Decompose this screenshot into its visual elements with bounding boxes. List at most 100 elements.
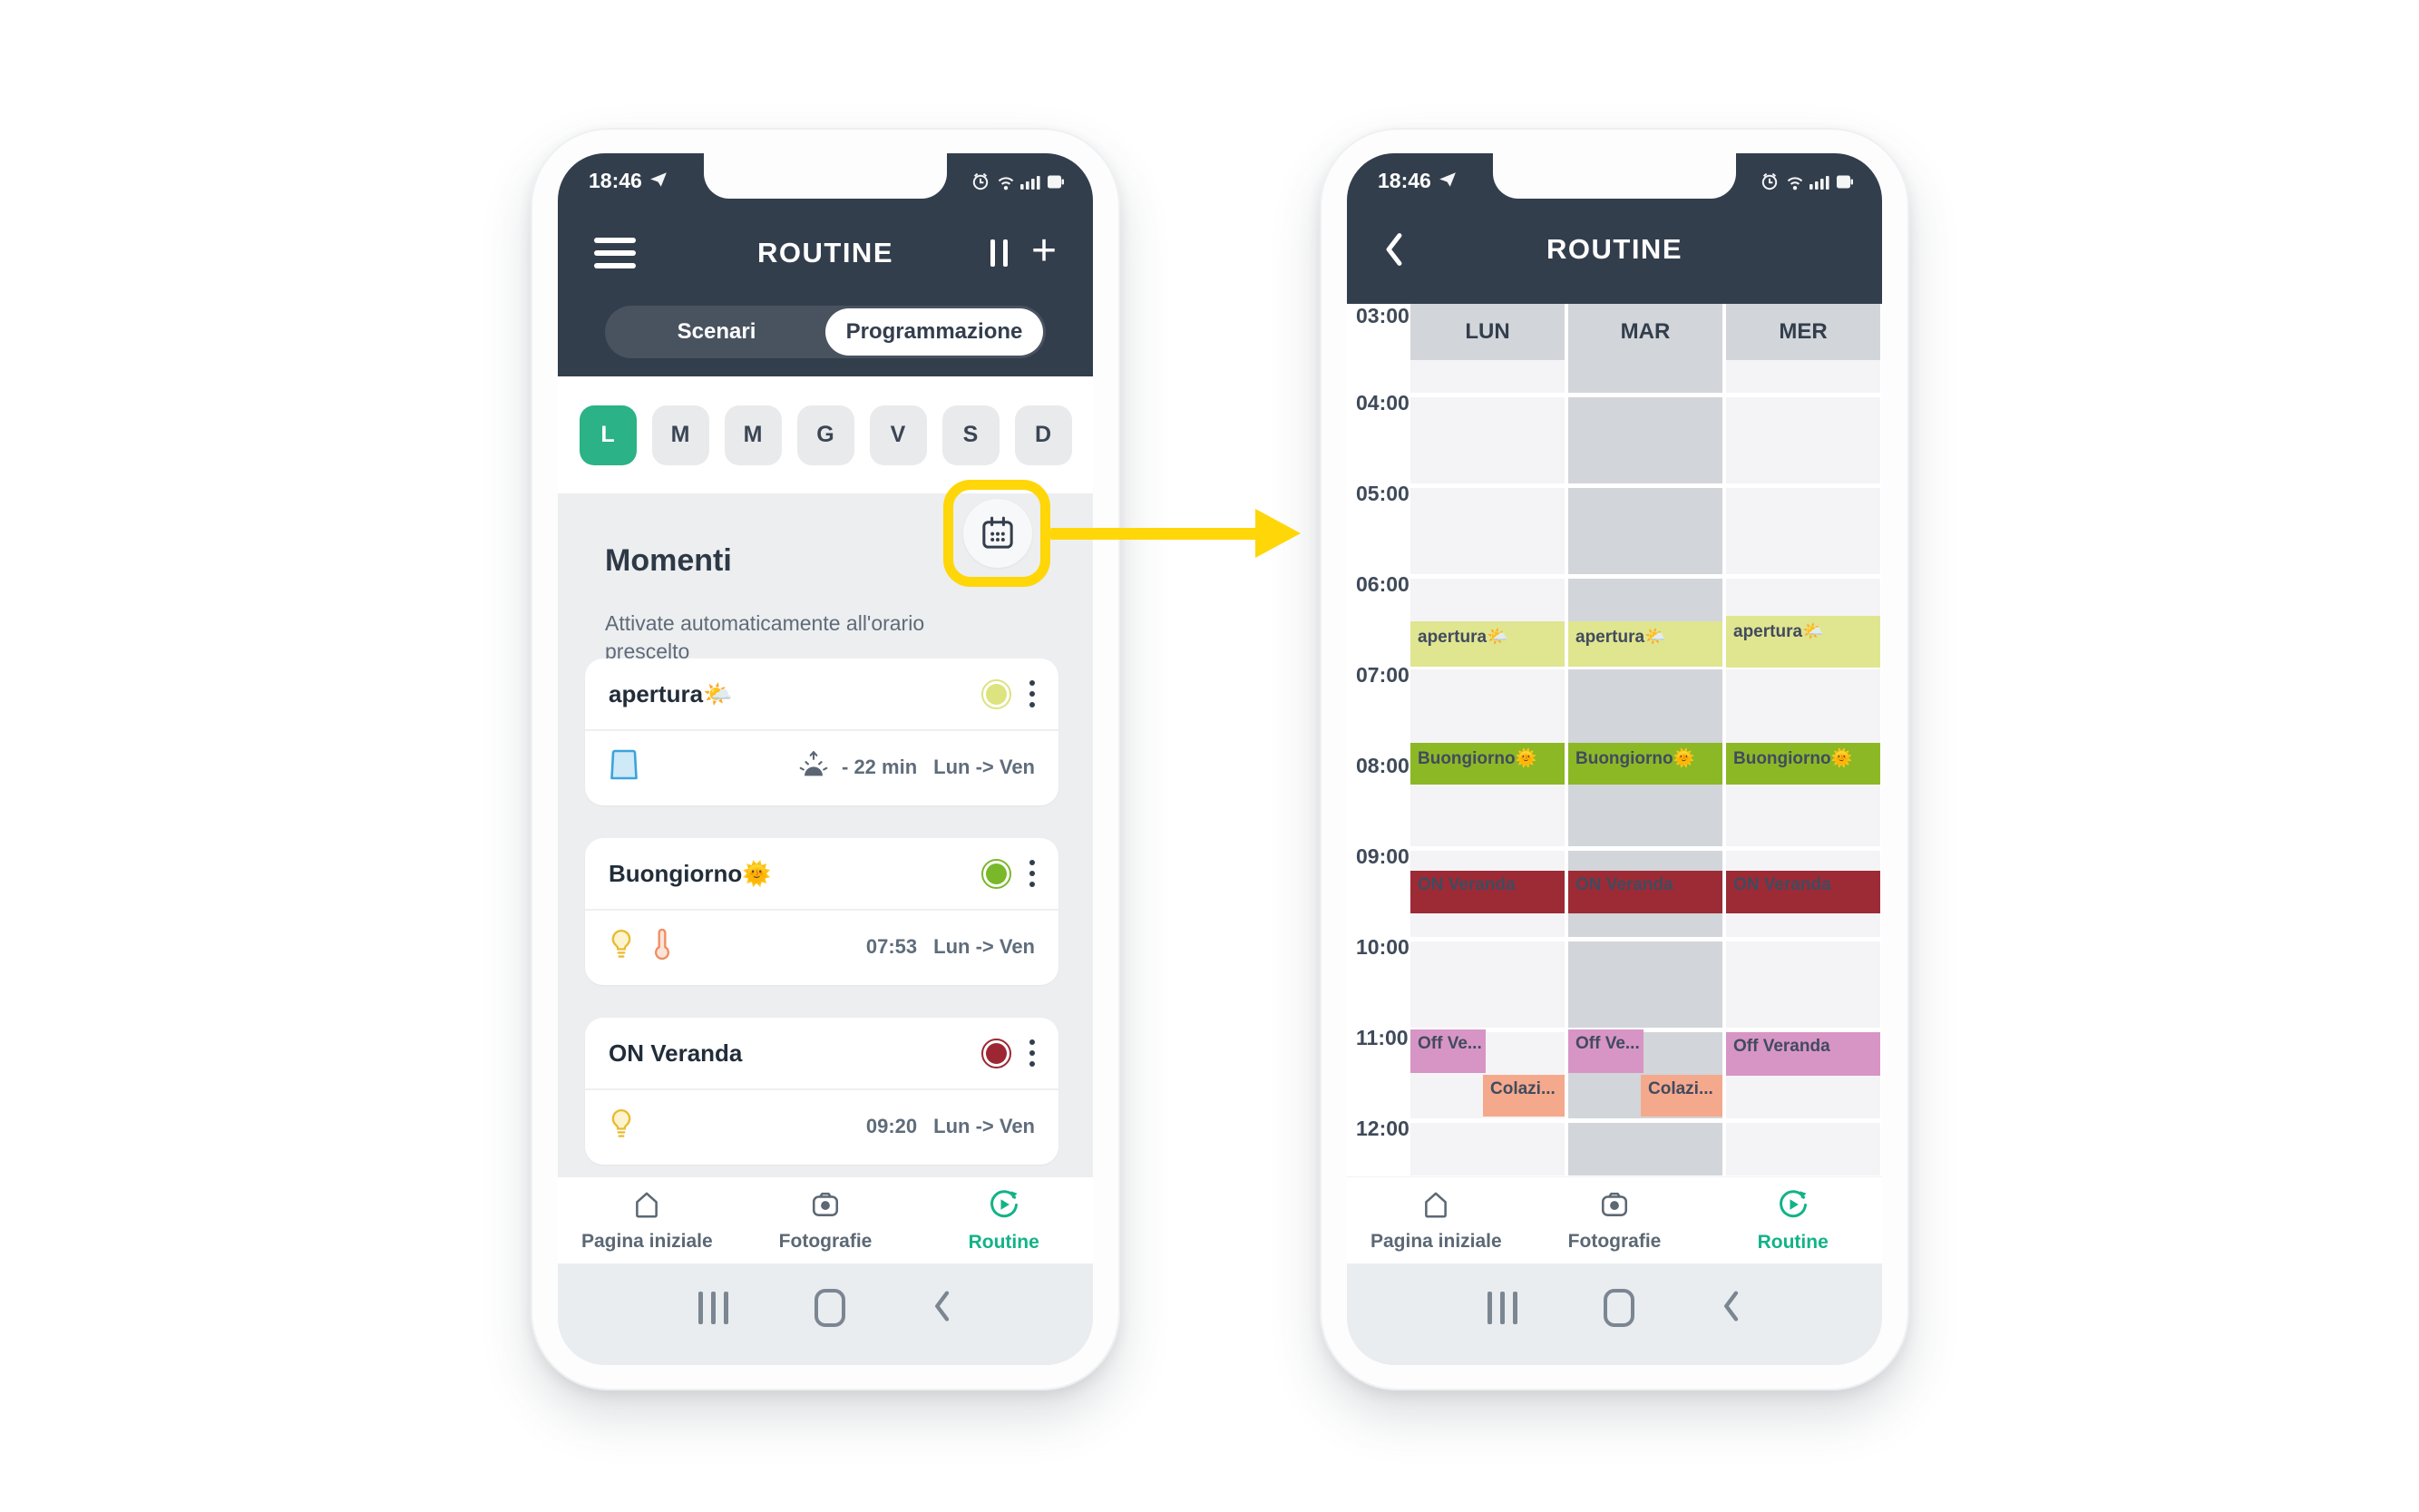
nav-item-routine[interactable]: Routine	[1703, 1188, 1882, 1253]
android-gesture-bar	[558, 1263, 1093, 1365]
day-chip-5[interactable]: S	[941, 405, 1000, 465]
tab-programmazione[interactable]: Programmazione	[825, 308, 1043, 356]
more-menu-icon[interactable]	[1029, 1039, 1035, 1067]
routine-card[interactable]: ON Veranda 09:20 Lun -> Ven	[585, 1018, 1058, 1165]
nav-item-camera[interactable]: Fotografie	[736, 1189, 915, 1253]
sunrise-icon	[796, 749, 831, 785]
hour-label: 08:00	[1356, 754, 1409, 777]
week-calendar: 03:00 04:00 05:00 06:00 07:00 08:00 09:00 10:00…	[1347, 304, 1882, 1175]
calendar-event[interactable]: apertura🌤️	[1726, 616, 1880, 668]
calendar-view-button[interactable]	[963, 499, 1032, 568]
hour-gridline	[1410, 574, 1880, 579]
routine-card[interactable]: apertura🌤️ - 22 min Lun -> Ven	[585, 658, 1058, 805]
column-header-lun: LUN	[1410, 304, 1565, 360]
column-header-mar: MAR	[1568, 304, 1722, 360]
menu-icon[interactable]	[594, 238, 636, 268]
hour-label: 06:00	[1356, 572, 1409, 596]
status-toggle[interactable]	[981, 1038, 1011, 1068]
highlight-arrow-line	[1050, 528, 1257, 540]
home-gesture-icon[interactable]	[1603, 1289, 1634, 1327]
calendar-event[interactable]: ON Veranda	[1726, 871, 1880, 913]
hour-gridline	[1410, 393, 1880, 397]
hour-label: 11:00	[1356, 1026, 1409, 1049]
calendar-event[interactable]: Buongiorno🌞	[1726, 743, 1880, 785]
routine-name: Buongiorno🌞	[609, 859, 772, 887]
left-header-block: 18:46	[558, 153, 1093, 376]
day-chip-4[interactable]: V	[869, 405, 927, 465]
right-header-block: 18:46	[1347, 153, 1882, 304]
calendar-event[interactable]: Colazi...	[1641, 1075, 1722, 1117]
routine-icon	[988, 1188, 1020, 1225]
clock-text: 18:46	[1378, 168, 1431, 192]
window-icon	[609, 747, 639, 788]
hour-label: 07:00	[1356, 663, 1409, 687]
calendar-event[interactable]: apertura🌤️	[1568, 621, 1722, 667]
nav-label: Pagina iniziale	[580, 1230, 713, 1252]
section-title: Momenti	[605, 543, 732, 578]
calendar-event[interactable]: Buongiorno🌞	[1410, 743, 1565, 785]
day-chip-2[interactable]: M	[724, 405, 782, 465]
nav-item-home[interactable]: Pagina iniziale	[558, 1189, 736, 1253]
routine-card-header: Buongiorno🌞	[585, 838, 1058, 911]
schedule-days: Lun -> Ven	[933, 756, 1035, 778]
pause-icon[interactable]	[990, 239, 1008, 267]
status-system-icons	[1761, 169, 1855, 192]
routine-card-header: ON Veranda	[585, 1018, 1058, 1090]
schedule-time: 09:20	[865, 1115, 918, 1137]
status-time: 18:46	[1378, 169, 1457, 193]
bottom-nav: Pagina iniziale Fotografie Routine	[558, 1177, 1093, 1263]
routine-card-header: apertura🌤️	[585, 658, 1058, 731]
highlight-box	[943, 480, 1050, 587]
calendar-event[interactable]: Buongiorno🌞	[1568, 743, 1722, 785]
back-icon[interactable]	[1383, 232, 1405, 267]
calendar-event[interactable]: ON Veranda	[1410, 871, 1565, 913]
schedule-days: Lun -> Ven	[933, 1115, 1035, 1137]
hour-gridline	[1410, 1028, 1880, 1032]
add-icon[interactable]: +	[1030, 227, 1057, 275]
back-gesture-icon[interactable]	[931, 1288, 952, 1329]
hour-gridline	[1410, 1118, 1880, 1123]
status-toggle[interactable]	[981, 858, 1011, 889]
nav-item-camera[interactable]: Fotografie	[1526, 1189, 1704, 1253]
hour-gridline	[1410, 665, 1880, 669]
calendar-event[interactable]: apertura🌤️	[1410, 621, 1565, 667]
status-system-icons	[971, 169, 1066, 192]
routine-card[interactable]: Buongiorno🌞 07:53 Lun -> Ven	[585, 838, 1058, 985]
nav-item-home[interactable]: Pagina iniziale	[1347, 1189, 1526, 1253]
recents-icon[interactable]	[1487, 1292, 1517, 1324]
send-icon	[1439, 169, 1457, 193]
segmented-tabs: Scenari Programmazione	[605, 306, 1046, 358]
nav-item-routine[interactable]: Routine	[914, 1188, 1093, 1253]
calendar-event[interactable]: Off Veranda	[1726, 1032, 1880, 1076]
day-chip-0[interactable]: L	[579, 405, 637, 465]
more-menu-icon[interactable]	[1029, 680, 1035, 707]
day-chip-6[interactable]: D	[1014, 405, 1072, 465]
routine-controls	[981, 1038, 1035, 1068]
back-gesture-icon[interactable]	[1720, 1288, 1741, 1329]
phone-left-screen: 18:46	[558, 153, 1093, 1365]
home-icon	[1420, 1189, 1451, 1224]
nav-label: Fotografie	[778, 1230, 873, 1252]
home-icon	[631, 1189, 662, 1224]
calendar-event[interactable]: ON Veranda	[1568, 871, 1722, 913]
routine-card-detail: - 22 min Lun -> Ven	[585, 731, 1058, 804]
more-menu-icon[interactable]	[1029, 860, 1035, 887]
calendar-event[interactable]: Colazi...	[1483, 1075, 1565, 1117]
calendar-event[interactable]: Off Ve...	[1568, 1029, 1644, 1073]
calendar-event[interactable]: Off Ve...	[1410, 1029, 1486, 1073]
home-gesture-icon[interactable]	[814, 1289, 845, 1327]
schedule-info: 07:53 Lun -> Ven	[866, 935, 1035, 959]
nav-label: Pagina iniziale	[1370, 1230, 1502, 1252]
status-toggle[interactable]	[981, 678, 1011, 709]
schedule-time: - 22 min	[842, 756, 918, 778]
recents-icon[interactable]	[697, 1292, 728, 1324]
day-chip-3[interactable]: G	[796, 405, 854, 465]
tab-scenari[interactable]: Scenari	[677, 319, 756, 344]
app-header: ROUTINE	[1347, 208, 1882, 291]
day-chip-1[interactable]: M	[651, 405, 709, 465]
hour-label: 05:00	[1356, 482, 1409, 505]
page-title: ROUTINE	[757, 237, 893, 268]
bulb-icon	[609, 1107, 634, 1146]
phone-right-screen: 18:46	[1347, 153, 1882, 1365]
hour-label: 04:00	[1356, 391, 1409, 415]
